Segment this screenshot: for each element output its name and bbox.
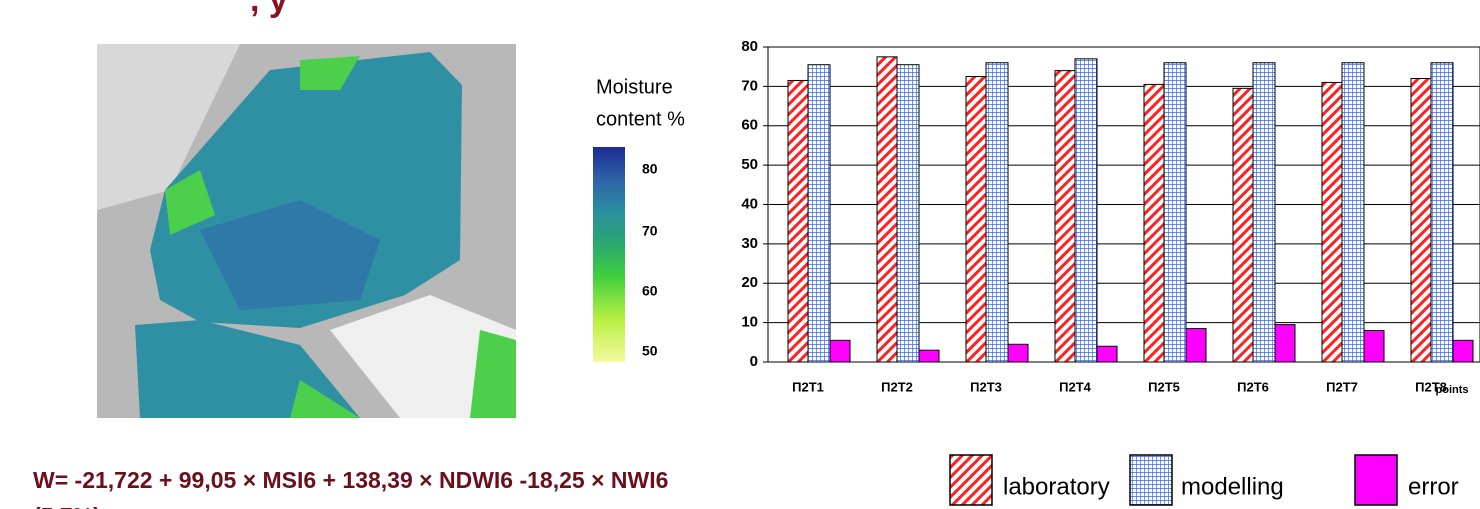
y-tick-label: 0 bbox=[750, 353, 758, 370]
x-tick-label: П2Т5 bbox=[1148, 379, 1180, 394]
bar bbox=[1253, 63, 1275, 362]
y-tick-label: 20 bbox=[741, 274, 758, 291]
x-tick-label: П2Т2 bbox=[881, 379, 913, 394]
y-tick-label: 40 bbox=[741, 195, 758, 212]
bar bbox=[897, 65, 919, 362]
legend-label: error bbox=[1408, 473, 1459, 500]
bar bbox=[1233, 88, 1253, 362]
field-map bbox=[97, 44, 516, 418]
bar bbox=[788, 80, 808, 362]
bar bbox=[1322, 82, 1342, 362]
colorbar-tick: 80 bbox=[642, 161, 658, 177]
bar bbox=[1364, 331, 1384, 363]
colorbar-title: content % bbox=[596, 108, 685, 130]
y-tick-label: 80 bbox=[741, 38, 758, 55]
x-tick-label: П2Т7 bbox=[1326, 379, 1358, 394]
bar bbox=[1164, 63, 1186, 362]
y-tick-label: 50 bbox=[741, 156, 758, 173]
legend-swatch bbox=[950, 455, 992, 505]
legend-label: laboratory bbox=[1003, 473, 1110, 500]
bar bbox=[1186, 329, 1206, 362]
formula: W= -21,722 + 99,05 × MSI6 + 138,39 × NDW… bbox=[33, 467, 668, 493]
bar bbox=[1411, 79, 1431, 363]
x-axis-label: points bbox=[1436, 384, 1469, 396]
colorbar-title: Moisture bbox=[596, 76, 673, 98]
bar bbox=[1453, 340, 1473, 362]
bar bbox=[966, 77, 986, 362]
x-tick-label: П2Т1 bbox=[792, 379, 824, 394]
colorbar bbox=[593, 147, 625, 362]
y-tick-label: 60 bbox=[741, 117, 758, 134]
bar bbox=[1342, 63, 1364, 362]
x-tick-label: П2Т3 bbox=[970, 379, 1002, 394]
bar bbox=[830, 340, 850, 362]
x-tick-label: П2Т4 bbox=[1059, 379, 1092, 394]
bar bbox=[1275, 325, 1295, 362]
bar bbox=[808, 65, 830, 362]
colorbar-tick: 60 bbox=[642, 283, 658, 299]
heading: , y bbox=[250, 0, 288, 19]
bar bbox=[1055, 71, 1075, 362]
page: {"heading": ", y", "colorbar": {"title_l… bbox=[0, 0, 1480, 509]
bar bbox=[1097, 346, 1117, 362]
bar bbox=[877, 57, 897, 362]
x-tick-label: П2Т6 bbox=[1237, 379, 1269, 394]
slide: , y Moisture content % 80 70 60 50 W= -21,722 +… bbox=[0, 0, 1480, 509]
legend-swatch bbox=[1130, 455, 1172, 505]
y-tick-label: 70 bbox=[741, 77, 758, 94]
bar bbox=[1144, 84, 1164, 362]
bar bbox=[1008, 344, 1028, 362]
bar bbox=[919, 350, 939, 362]
formula-note: (5,7%) bbox=[33, 503, 101, 509]
y-tick-label: 10 bbox=[741, 314, 758, 331]
bar bbox=[986, 63, 1008, 362]
colorbar-tick: 70 bbox=[642, 223, 658, 239]
y-tick-label: 30 bbox=[741, 235, 758, 252]
legend-label: modelling bbox=[1181, 473, 1284, 500]
bar bbox=[1431, 63, 1453, 362]
legend-swatch bbox=[1355, 455, 1397, 505]
bar bbox=[1075, 59, 1097, 362]
colorbar-tick: 50 bbox=[642, 343, 658, 359]
